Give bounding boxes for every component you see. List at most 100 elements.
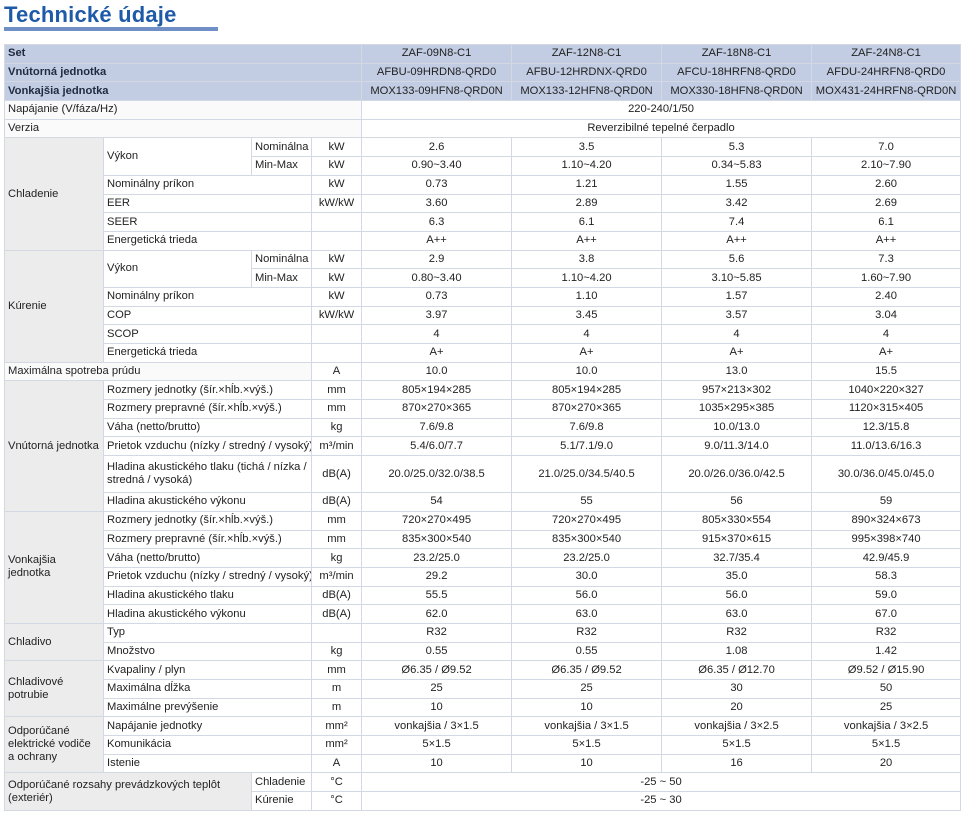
- spec-row: Rozmery prepravné (šír.×hĺb.×výš.) mm 835×…: [5, 529, 962, 550]
- spec-row: Maximálne prevýšenie m 10 10 20 25: [5, 697, 962, 718]
- param-label: Hladina akustického výkonu: [103, 604, 312, 624]
- param-label: COP: [103, 305, 312, 326]
- sub-label: Nominálna: [251, 137, 312, 158]
- value-cell: R32: [661, 622, 813, 643]
- value-cell: 10.0: [361, 361, 513, 382]
- value-cell: 4: [811, 324, 962, 344]
- spec-row: Nominálny príkon kW 0.73 1.10 1.57 2.40: [5, 286, 962, 307]
- value-cell: 30: [661, 679, 813, 699]
- value-cell: 0.73: [361, 174, 513, 195]
- unit-cell: kg: [310, 641, 363, 662]
- value-cell: A+: [661, 343, 813, 363]
- value-cell: 915×370×615: [661, 529, 813, 550]
- param-label: Nominálny príkon: [103, 174, 312, 195]
- spec-row: Rozmery prepravné (šír.×hĺb.×výš.) mm 870×…: [5, 399, 962, 419]
- mode-label: Chladenie: [251, 772, 312, 793]
- param-label: Energetická trieda: [103, 343, 312, 363]
- value-cell: 720×270×495: [361, 510, 513, 531]
- value-cell: 835×300×540: [361, 529, 513, 550]
- group-label: Vonkajšia jednotka: [4, 510, 104, 624]
- value-cell: 5.3: [661, 137, 813, 158]
- value-cell: 5×1.5: [511, 735, 663, 755]
- value-cell: 870×270×365: [511, 399, 663, 419]
- group-label: Odporúčané elektrické vodiče a ochrany: [4, 716, 104, 774]
- unit-cell: kg: [310, 548, 363, 568]
- spec-row: Chladivové potrubie Kvapaliny / plyn mm Ø6.…: [4, 660, 962, 718]
- value-cell: 7.6/9.8: [361, 417, 513, 438]
- value-cell: 5×1.5: [661, 735, 813, 755]
- value-cell: 5×1.5: [811, 735, 962, 755]
- value-cell: 3.45: [511, 305, 663, 326]
- model-cell: MOX133-09HFN8-QRD0N: [361, 81, 513, 102]
- spec-row: Maximálna dĺžka m 25 25 30 50: [5, 679, 962, 699]
- param-label: Maximálne prevýšenie: [103, 697, 312, 718]
- unit-cell: [310, 324, 363, 344]
- unit-cell: [310, 343, 363, 363]
- param-label: SEER: [103, 212, 312, 232]
- value-cell: 2.9: [361, 249, 513, 270]
- group-label: Chladenie: [4, 137, 104, 251]
- model-cell: ZAF-12N8-C1: [511, 44, 663, 64]
- model-cell: MOX330-18HFN8-QRD0N: [661, 81, 813, 102]
- value-cell: R32: [811, 622, 962, 643]
- value-cell: 3.04: [811, 305, 962, 326]
- unit-cell: kW: [310, 174, 363, 195]
- value-cell: 4: [661, 324, 813, 344]
- value-cell: 7.4: [661, 212, 813, 232]
- spec-row: Chladivo Typ R32 R32 R32 R32: [4, 622, 962, 662]
- value-cell: 54: [361, 492, 513, 512]
- value-cell: 30.0/36.0/45.0/45.0: [811, 455, 962, 494]
- model-cell: ZAF-09N8-C1: [361, 44, 513, 64]
- value-cell: 56.0: [661, 585, 813, 606]
- unit-cell: kW: [310, 156, 363, 176]
- value-cell: 0.90~3.40: [361, 156, 513, 176]
- model-cell: AFCU-18HRFN8-QRD0: [661, 62, 813, 83]
- value-cell: A+: [361, 343, 513, 363]
- unit-cell: mm: [310, 399, 363, 419]
- value-cell: 20.0/26.0/36.0/42.5: [661, 455, 813, 494]
- spec-value: 220-240/1/50: [361, 100, 962, 120]
- param-label: Váha (netto/brutto): [103, 417, 312, 438]
- unit-cell: m: [310, 697, 363, 718]
- value-cell: 2.10~7.90: [811, 156, 962, 176]
- value-cell: A++: [361, 230, 513, 251]
- spec-label: Maximálna spotreba prúdu: [4, 361, 312, 382]
- value-cell: A++: [511, 230, 663, 251]
- value-cell: vonkajšia / 3×1.5: [511, 716, 663, 737]
- spec-label: Napájanie (V/fáza/Hz): [3, 100, 363, 120]
- value-cell: 1.21: [511, 174, 663, 195]
- param-label: Istenie: [103, 753, 312, 774]
- spec-row: Napájanie (V/fáza/Hz) 220-240/1/50: [3, 100, 962, 120]
- value-cell: 62.0: [361, 604, 513, 624]
- range-value: -25 ~ 30: [361, 791, 962, 811]
- title-underline: [4, 27, 218, 31]
- spec-value: Reverzibilné tepelné čerpadlo: [361, 118, 962, 139]
- value-cell: 1.08: [661, 641, 813, 662]
- value-cell: vonkajšia / 3×2.5: [661, 716, 813, 737]
- unit-cell: kW: [310, 249, 363, 270]
- param-label: Hladina akustického tlaku (tichá / nízka…: [103, 455, 312, 494]
- spec-row: Hladina akustického výkonu dB(A) 54 55 56 59: [5, 492, 962, 512]
- unit-cell: dB(A): [310, 604, 363, 624]
- model-cell: ZAF-24N8-C1: [811, 44, 962, 64]
- header-label: Vnútorná jednotka: [3, 62, 363, 83]
- model-cell: MOX431-24HRFN8-QRD0N: [811, 81, 962, 102]
- value-cell: 835×300×540: [511, 529, 663, 550]
- param-label: EER: [103, 193, 312, 214]
- value-cell: 55.5: [361, 585, 513, 606]
- value-cell: 957×213×302: [661, 380, 813, 401]
- value-cell: 0.80~3.40: [361, 268, 513, 288]
- value-cell: 2.89: [511, 193, 663, 214]
- value-cell: 1040×220×327: [811, 380, 962, 401]
- value-cell: 20: [661, 697, 813, 718]
- value-cell: 11.0/13.6/16.3: [811, 436, 962, 457]
- param-label: Prietok vzduchu (nízky / stredný / vysok…: [103, 436, 312, 457]
- value-cell: 805×330×554: [661, 510, 813, 531]
- value-cell: 1.42: [811, 641, 962, 662]
- value-cell: A++: [661, 230, 813, 251]
- sub-label: Nominálna: [251, 249, 312, 270]
- value-cell: R32: [361, 622, 513, 643]
- spec-table: Set ZAF-09N8-C1 ZAF-12N8-C1 ZAF-18N8-C1 ZAF-…: [3, 44, 962, 811]
- value-cell: 59.0: [811, 585, 962, 606]
- value-cell: Ø6.35 / Ø9.52: [511, 660, 663, 680]
